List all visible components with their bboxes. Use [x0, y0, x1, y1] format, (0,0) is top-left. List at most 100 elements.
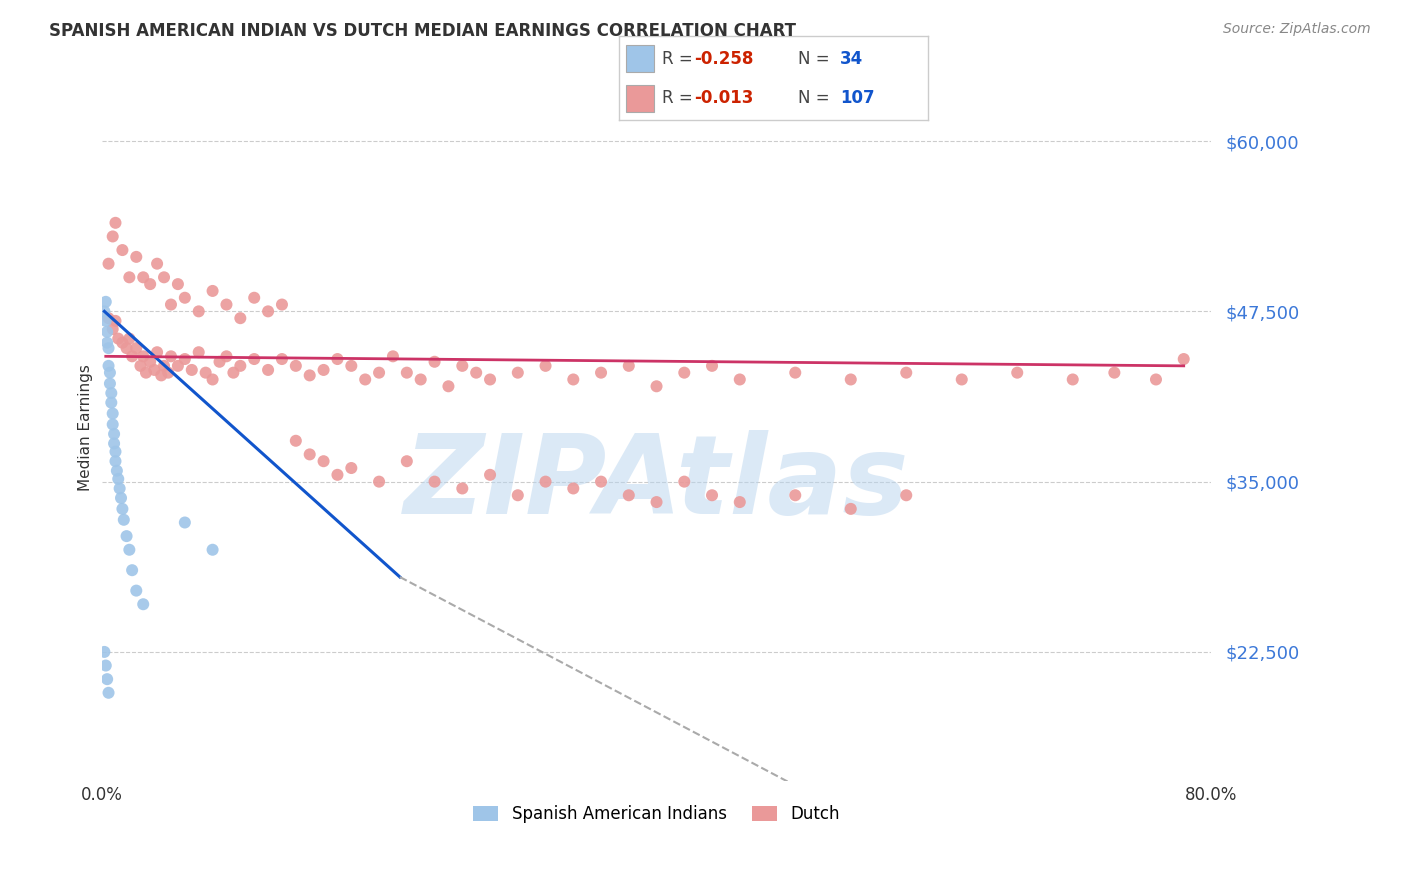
Point	[257, 304, 280, 318]
Point	[243, 291, 266, 305]
Point	[215, 297, 238, 311]
Point	[700, 488, 723, 502]
Point	[298, 447, 321, 461]
Point	[1173, 352, 1195, 367]
Point	[1144, 372, 1167, 386]
Point	[284, 359, 307, 373]
Point	[423, 475, 446, 489]
Point	[562, 482, 585, 496]
Point	[673, 475, 696, 489]
Point	[139, 277, 162, 292]
Bar	[626, 85, 654, 112]
Point	[340, 359, 363, 373]
Point	[257, 363, 280, 377]
Point	[108, 482, 131, 496]
Point	[534, 475, 557, 489]
Point	[143, 363, 166, 377]
Point	[368, 475, 391, 489]
Bar	[626, 45, 654, 72]
Point	[150, 368, 173, 383]
Point	[589, 366, 612, 380]
Point	[451, 359, 474, 373]
Point	[381, 349, 404, 363]
Point	[125, 341, 148, 355]
Point	[180, 363, 202, 377]
Point	[354, 372, 377, 386]
Text: 107: 107	[839, 89, 875, 107]
Point	[1062, 372, 1084, 386]
Point	[229, 359, 252, 373]
Point	[115, 529, 138, 543]
Point	[97, 311, 120, 326]
Point	[125, 250, 148, 264]
Point	[111, 243, 134, 257]
Point	[135, 366, 157, 380]
Point	[112, 513, 135, 527]
Text: SPANISH AMERICAN INDIAN VS DUTCH MEDIAN EARNINGS CORRELATION CHART: SPANISH AMERICAN INDIAN VS DUTCH MEDIAN …	[49, 22, 796, 40]
Point	[94, 314, 117, 328]
Point	[173, 352, 195, 367]
Point	[118, 270, 141, 285]
Point	[111, 335, 134, 350]
Point	[506, 488, 529, 502]
Point	[93, 645, 115, 659]
Y-axis label: Median Earnings: Median Earnings	[79, 364, 93, 491]
Point	[201, 372, 224, 386]
Point	[229, 311, 252, 326]
Point	[146, 345, 169, 359]
Point	[312, 454, 335, 468]
Point	[97, 257, 120, 271]
Point	[96, 672, 118, 686]
Point	[839, 501, 862, 516]
Point	[645, 379, 668, 393]
Point	[104, 444, 127, 458]
Point	[167, 277, 190, 292]
Point	[340, 461, 363, 475]
Point	[645, 495, 668, 509]
Point	[111, 501, 134, 516]
Point	[101, 322, 124, 336]
Point	[104, 216, 127, 230]
Point	[298, 368, 321, 383]
Point	[121, 563, 143, 577]
Point	[194, 366, 217, 380]
Point	[617, 359, 640, 373]
Point	[98, 366, 121, 380]
Point	[215, 349, 238, 363]
Text: Source: ZipAtlas.com: Source: ZipAtlas.com	[1223, 22, 1371, 37]
Point	[153, 359, 176, 373]
Point	[103, 436, 125, 450]
Point	[284, 434, 307, 448]
Point	[506, 366, 529, 380]
Point	[187, 304, 209, 318]
Text: -0.013: -0.013	[695, 89, 754, 107]
Point	[101, 407, 124, 421]
Point	[896, 366, 918, 380]
Point	[104, 314, 127, 328]
Point	[950, 372, 973, 386]
Point	[173, 291, 195, 305]
Text: R =: R =	[662, 89, 697, 107]
Point	[101, 417, 124, 432]
Point	[395, 454, 418, 468]
Point	[437, 379, 460, 393]
Point	[395, 366, 418, 380]
Point	[153, 270, 176, 285]
Text: N =: N =	[799, 89, 835, 107]
Point	[785, 488, 807, 502]
Point	[562, 372, 585, 386]
Point	[479, 467, 502, 482]
Point	[368, 366, 391, 380]
Point	[97, 686, 120, 700]
Point	[94, 294, 117, 309]
Point	[589, 475, 612, 489]
Point	[115, 341, 138, 355]
Point	[326, 352, 349, 367]
Point	[201, 284, 224, 298]
Point	[896, 488, 918, 502]
Point	[423, 355, 446, 369]
Point	[94, 658, 117, 673]
Point	[1007, 366, 1029, 380]
Text: ZIPAtlas: ZIPAtlas	[404, 430, 910, 537]
Point	[121, 349, 143, 363]
